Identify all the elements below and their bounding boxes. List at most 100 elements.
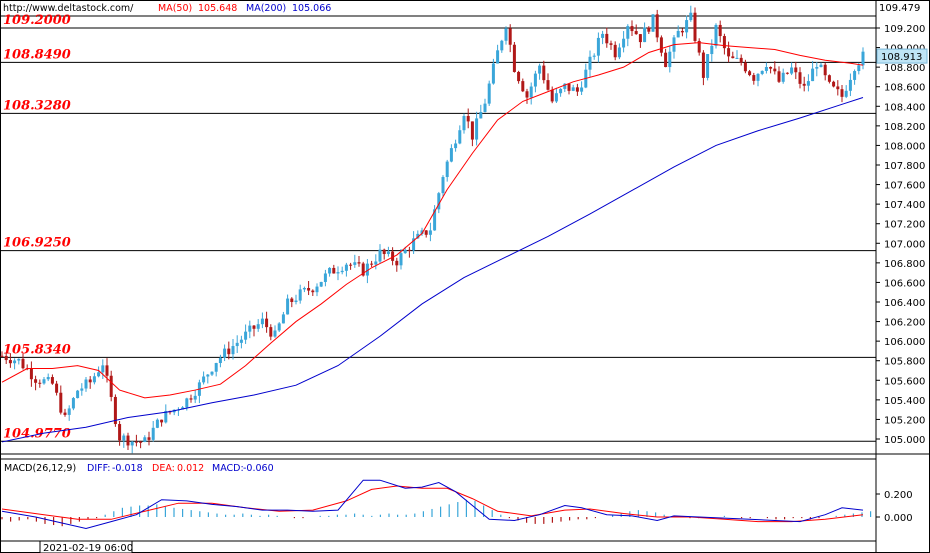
candle-body bbox=[428, 230, 432, 235]
candle-body bbox=[491, 63, 495, 84]
candle-body bbox=[97, 372, 101, 377]
candle-body bbox=[571, 87, 575, 91]
candle-body bbox=[353, 262, 357, 265]
candle-body bbox=[290, 298, 294, 302]
candle-body bbox=[126, 435, 130, 446]
candle-body bbox=[861, 51, 865, 66]
candle-body bbox=[42, 379, 46, 384]
y-tick-label: 108.000 bbox=[884, 141, 925, 152]
candle-body bbox=[769, 67, 773, 69]
macd-dea-line bbox=[1, 485, 864, 523]
candle-body bbox=[210, 371, 214, 375]
candle-body bbox=[802, 83, 806, 86]
level-label: 108.8490 bbox=[3, 47, 71, 62]
candle-body bbox=[50, 377, 54, 384]
candle-body bbox=[605, 33, 609, 44]
candle-body bbox=[260, 318, 264, 325]
candle-body bbox=[454, 143, 458, 149]
ma50-line bbox=[1, 42, 864, 399]
candle-body bbox=[302, 288, 306, 290]
candle-body bbox=[109, 375, 113, 397]
candle-body bbox=[134, 441, 138, 443]
candle-body bbox=[743, 62, 747, 72]
candle-body bbox=[17, 358, 21, 361]
candle-body bbox=[853, 71, 857, 80]
candle-body bbox=[8, 360, 12, 364]
candle-body bbox=[336, 272, 340, 274]
candle-body bbox=[781, 72, 785, 82]
candle-body bbox=[601, 33, 605, 38]
y-tick-label: 105.000 bbox=[884, 435, 925, 446]
candle-body bbox=[819, 64, 823, 67]
candle-body bbox=[433, 209, 437, 231]
candle-body bbox=[227, 348, 231, 355]
candle-body bbox=[403, 249, 407, 254]
candle-body bbox=[155, 419, 159, 428]
candle-body bbox=[370, 263, 374, 265]
ma200-line bbox=[1, 97, 864, 443]
y-tick-label: 108.200 bbox=[884, 122, 925, 133]
candle-body bbox=[706, 54, 710, 78]
candle-body bbox=[466, 116, 470, 122]
candle-body bbox=[470, 121, 474, 140]
candle-body bbox=[382, 249, 386, 255]
candle-body bbox=[416, 233, 420, 239]
candle-body bbox=[105, 365, 109, 376]
candle-body bbox=[357, 262, 361, 264]
y-tick-label: 107.400 bbox=[884, 200, 925, 211]
candle-body bbox=[496, 50, 500, 64]
candle-body bbox=[521, 81, 525, 92]
ma200-value: 105.066 bbox=[292, 3, 331, 14]
candle-body bbox=[844, 90, 848, 97]
candle-body bbox=[365, 263, 369, 276]
candle-body bbox=[143, 437, 147, 442]
y-tick-label: 108.600 bbox=[884, 83, 925, 94]
candle-body bbox=[685, 20, 689, 33]
candle-body bbox=[449, 148, 453, 162]
candle-body bbox=[613, 44, 617, 58]
candle-body bbox=[626, 26, 630, 39]
candle-body bbox=[634, 31, 638, 35]
y-tick-label: 108.800 bbox=[884, 63, 925, 74]
level-label: 105.8340 bbox=[3, 342, 71, 357]
candle-body bbox=[533, 73, 537, 87]
candle-body bbox=[617, 47, 621, 58]
candle-body bbox=[756, 73, 760, 81]
candle-body bbox=[252, 325, 256, 329]
candle-body bbox=[517, 71, 521, 82]
candle-body bbox=[710, 45, 714, 55]
candle-body bbox=[147, 437, 151, 440]
candle-body bbox=[693, 12, 697, 41]
candle-body bbox=[349, 264, 353, 266]
candle-body bbox=[298, 289, 302, 301]
candle-body bbox=[88, 379, 92, 383]
candle-body bbox=[500, 40, 504, 51]
candle-body bbox=[113, 396, 117, 425]
candle-body bbox=[811, 68, 815, 82]
candle-body bbox=[827, 75, 831, 82]
candle-body bbox=[554, 93, 558, 102]
candle-body bbox=[59, 392, 63, 413]
y-tick-label: 107.800 bbox=[884, 161, 925, 172]
y-tick-label: 109.200 bbox=[884, 24, 925, 35]
candle-body bbox=[67, 408, 71, 415]
y-tick-label: 105.400 bbox=[884, 396, 925, 407]
macd-macd-value: -0.060 bbox=[243, 463, 274, 474]
candle-body bbox=[407, 249, 411, 251]
candle-body bbox=[424, 230, 428, 235]
candle-body bbox=[798, 72, 802, 84]
candle-body bbox=[773, 68, 777, 72]
candle-body bbox=[760, 70, 764, 74]
candle-body bbox=[437, 193, 441, 210]
candle-body bbox=[344, 264, 348, 271]
candle-body bbox=[643, 27, 647, 43]
candle-body bbox=[680, 30, 684, 33]
candle-body bbox=[323, 273, 327, 282]
candle-body bbox=[193, 395, 197, 400]
candle-body bbox=[722, 36, 726, 49]
candle-body bbox=[76, 390, 80, 399]
candle-body bbox=[164, 410, 168, 423]
candle-body bbox=[4, 355, 8, 361]
candle-body bbox=[281, 314, 285, 324]
candle-body bbox=[546, 80, 550, 90]
